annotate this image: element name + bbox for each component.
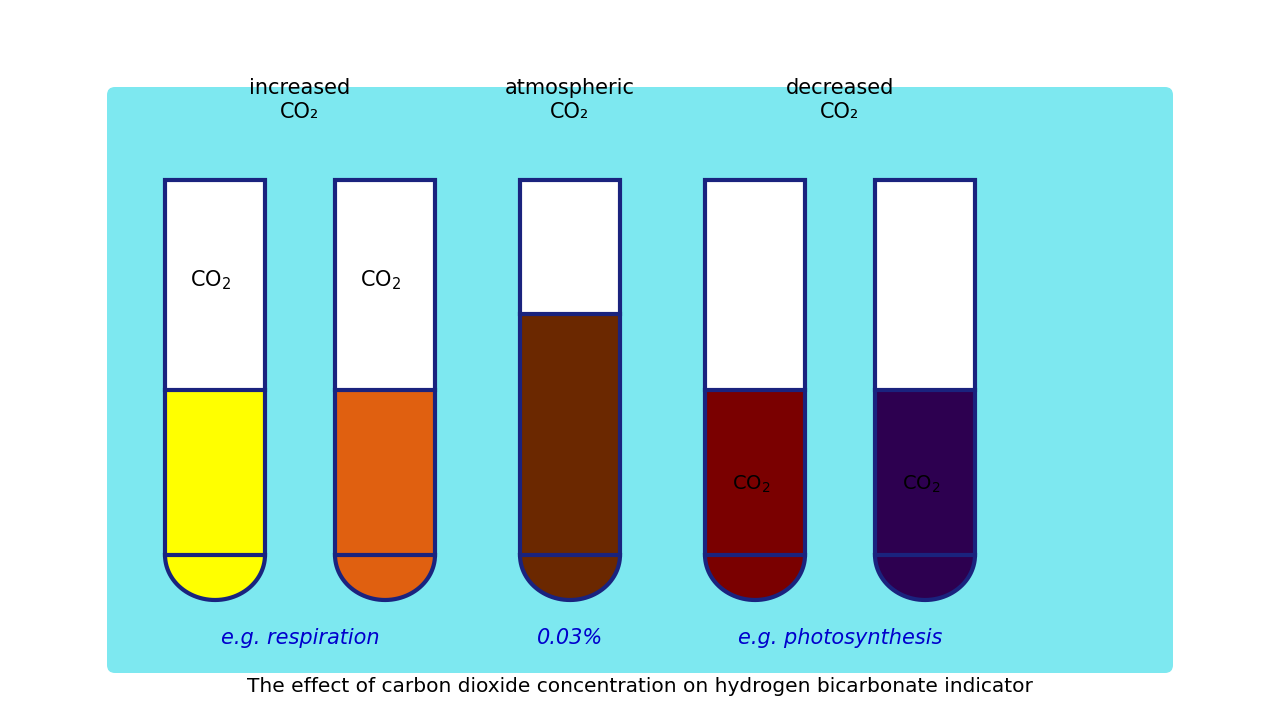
Text: 0.03%: 0.03% bbox=[536, 628, 603, 648]
Text: CO$_2$: CO$_2$ bbox=[191, 269, 232, 292]
Bar bbox=[335, 180, 435, 390]
Polygon shape bbox=[705, 555, 805, 600]
Bar bbox=[335, 180, 435, 555]
Text: e.g. respiration: e.g. respiration bbox=[220, 628, 379, 648]
Text: CO$_2$: CO$_2$ bbox=[902, 474, 941, 495]
Bar bbox=[335, 390, 435, 555]
Bar bbox=[520, 315, 620, 555]
Bar bbox=[876, 180, 975, 390]
Polygon shape bbox=[520, 555, 620, 600]
Polygon shape bbox=[335, 555, 435, 600]
Text: CO$_2$: CO$_2$ bbox=[732, 474, 771, 495]
Text: e.g. photosynthesis: e.g. photosynthesis bbox=[737, 628, 942, 648]
Text: atmospheric
CO₂: atmospheric CO₂ bbox=[506, 78, 635, 122]
Bar bbox=[520, 180, 620, 555]
Text: CO$_2$: CO$_2$ bbox=[361, 269, 402, 292]
Bar bbox=[705, 390, 805, 555]
Bar bbox=[165, 390, 265, 555]
Text: The effect of carbon dioxide concentration on hydrogen bicarbonate indicator: The effect of carbon dioxide concentrati… bbox=[247, 678, 1033, 696]
Bar bbox=[165, 180, 265, 390]
FancyBboxPatch shape bbox=[108, 87, 1172, 673]
Bar bbox=[876, 390, 975, 555]
Polygon shape bbox=[876, 555, 975, 600]
Bar bbox=[705, 180, 805, 390]
Bar bbox=[705, 180, 805, 555]
Bar bbox=[876, 180, 975, 555]
Bar bbox=[165, 180, 265, 555]
Polygon shape bbox=[165, 555, 265, 600]
Text: decreased
CO₂: decreased CO₂ bbox=[786, 78, 895, 122]
Text: increased
CO₂: increased CO₂ bbox=[250, 78, 351, 122]
Bar bbox=[520, 180, 620, 315]
